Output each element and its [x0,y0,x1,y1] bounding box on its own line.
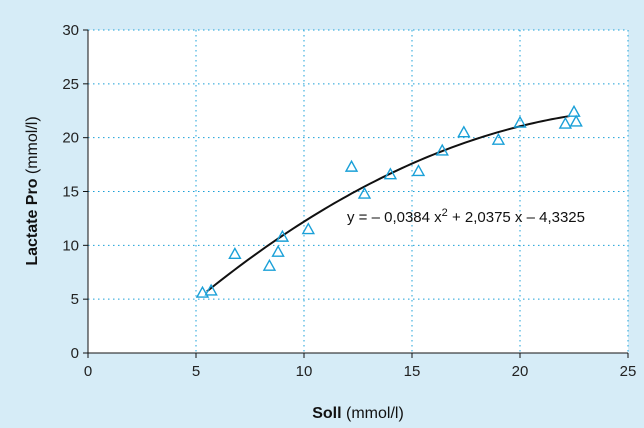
data-markers [195,104,583,298]
data-point [262,258,277,271]
x-axis-title: Soll (mmol/l) [312,405,404,422]
x-tick-label: 15 [404,363,421,380]
y-tick-label: 20 [62,130,79,147]
data-point [558,116,573,129]
data-point [275,229,290,242]
data-point [271,244,285,257]
fit-equation: y = – 0,0384 x2 + 2,0375 x – 4,3325 [347,207,585,226]
data-point [491,132,506,145]
y-axis-title: Lactate Pro (mmol/l) [24,116,41,265]
data-point [457,125,471,138]
y-tick-label: 0 [71,345,79,362]
y-tick-label: 25 [62,76,79,93]
x-axis-title-unit: (mmol/l) [342,405,404,422]
axes [83,29,629,358]
data-point [411,164,426,177]
x-tick-label: 25 [620,363,637,380]
data-point [228,247,242,260]
data-point [567,104,581,117]
data-point [344,159,359,172]
equation-suffix: + 2,0375 x – 4,3325 [448,209,585,226]
x-tick-label: 5 [192,363,200,380]
data-point [513,115,527,128]
data-point [569,114,583,127]
y-axis-title-unit: (mmol/l) [24,116,41,178]
y-tick-label: 5 [71,291,79,308]
data-point [435,143,449,156]
data-point [383,167,398,180]
y-axis-title-bold: Lactate Pro [24,178,41,265]
y-tick-label: 15 [62,184,79,201]
x-axis-title-bold: Soll [312,405,341,422]
data-point [301,222,316,235]
y-tick-label: 30 [62,22,79,39]
equation-exponent: 2 [442,207,448,219]
x-tick-label: 0 [84,363,92,380]
equation-prefix: y = – 0,0384 x [347,209,442,226]
data-point [195,285,210,298]
x-tick-label: 20 [512,363,529,380]
data-point [204,283,218,296]
data-point [357,186,372,199]
fit-curve [206,115,570,293]
tick-labels: 0 5 10 15 20 25 0 5 10 15 20 25 30 [62,22,636,380]
grid-lines [88,29,629,353]
y-tick-label: 10 [62,237,79,254]
x-tick-label: 10 [296,363,313,380]
